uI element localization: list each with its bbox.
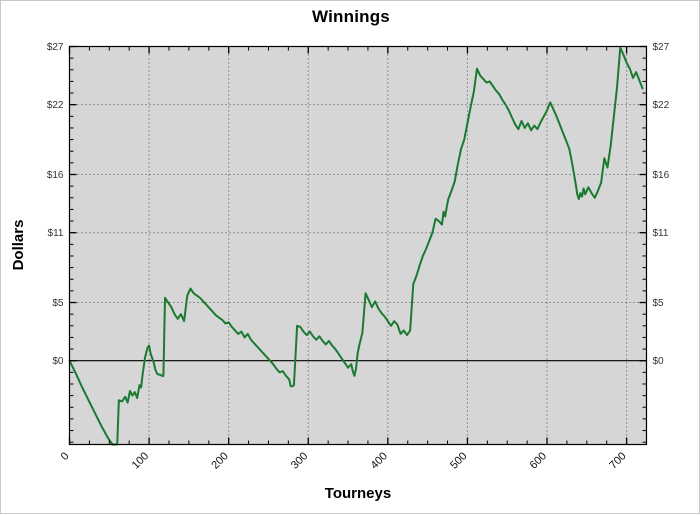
y-tick-label: $5 (52, 298, 64, 309)
y-tick-label: $0 (52, 356, 64, 367)
winnings-series-line (68, 46, 644, 446)
y-tick-label-right: $0 (653, 356, 665, 367)
y-axis-title: Dollars (10, 220, 27, 271)
x-tick-label: 0 (59, 450, 72, 463)
y-axis-tick-labels-left: $0 $5 $11 $16 $22 $27 (47, 42, 64, 367)
plot-background (69, 46, 647, 445)
x-tick-label: 600 (528, 450, 549, 471)
x-axis-title: Tourneys (325, 485, 391, 502)
y-tick-label-right: $22 (653, 100, 670, 111)
axis-ticks (68, 45, 647, 445)
y-tick-label: $27 (47, 42, 64, 53)
x-tick-label: 400 (368, 450, 389, 471)
x-tick-label: 500 (448, 450, 469, 471)
x-tick-label: 200 (209, 450, 230, 471)
y-tick-label-right: $5 (653, 298, 665, 309)
y-tick-label: $22 (47, 100, 64, 111)
axis-frame (68, 45, 648, 446)
x-tick-label: 700 (607, 450, 628, 471)
y-tick-label: $11 (48, 228, 64, 239)
x-tick-label: 100 (130, 450, 151, 471)
y-tick-label-right: $11 (653, 228, 669, 239)
y-axis-tick-labels-right: $0 $5 $11 $16 $22 $27 (653, 42, 670, 367)
x-axis-tick-labels: 0 100 200 300 400 500 600 700 (59, 450, 629, 471)
y-tick-label: $16 (47, 170, 64, 181)
y-tick-label-right: $16 (653, 170, 670, 181)
x-tick-label: 300 (289, 450, 310, 471)
y-tick-label-right: $27 (653, 42, 670, 53)
chart-title: Winnings (312, 7, 390, 26)
